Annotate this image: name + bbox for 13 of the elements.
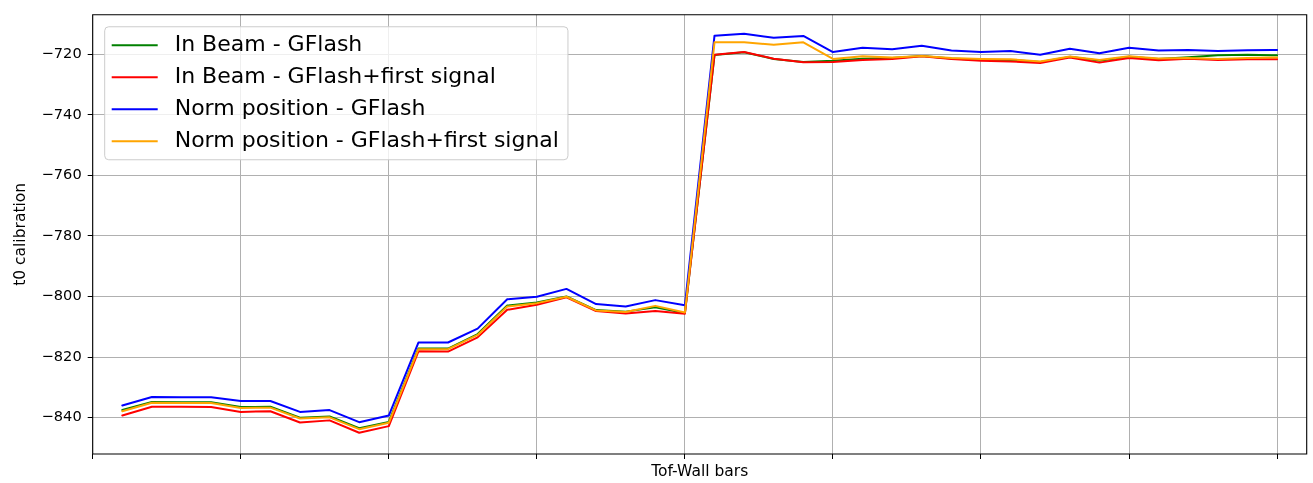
y-tick-label: −780	[41, 225, 82, 243]
y-tick-label: −760	[41, 165, 82, 183]
y-tick-label: −840	[41, 407, 82, 425]
y-tick-label: −720	[41, 43, 82, 61]
y-tick-label: −740	[41, 104, 82, 122]
y-tick-label: −820	[41, 346, 82, 364]
legend-label: In Beam - GFlash	[174, 30, 363, 56]
legend-label: Norm position - GFlash+first signal	[174, 126, 559, 152]
y-axis-title: t0 calibration	[11, 182, 30, 286]
legend-label: In Beam - GFlash+first signal	[174, 62, 496, 88]
y-tick-label: −800	[41, 286, 82, 304]
legend-label: Norm position - GFlash	[174, 94, 426, 120]
x-axis-title: Tof-Wall bars	[650, 461, 749, 480]
